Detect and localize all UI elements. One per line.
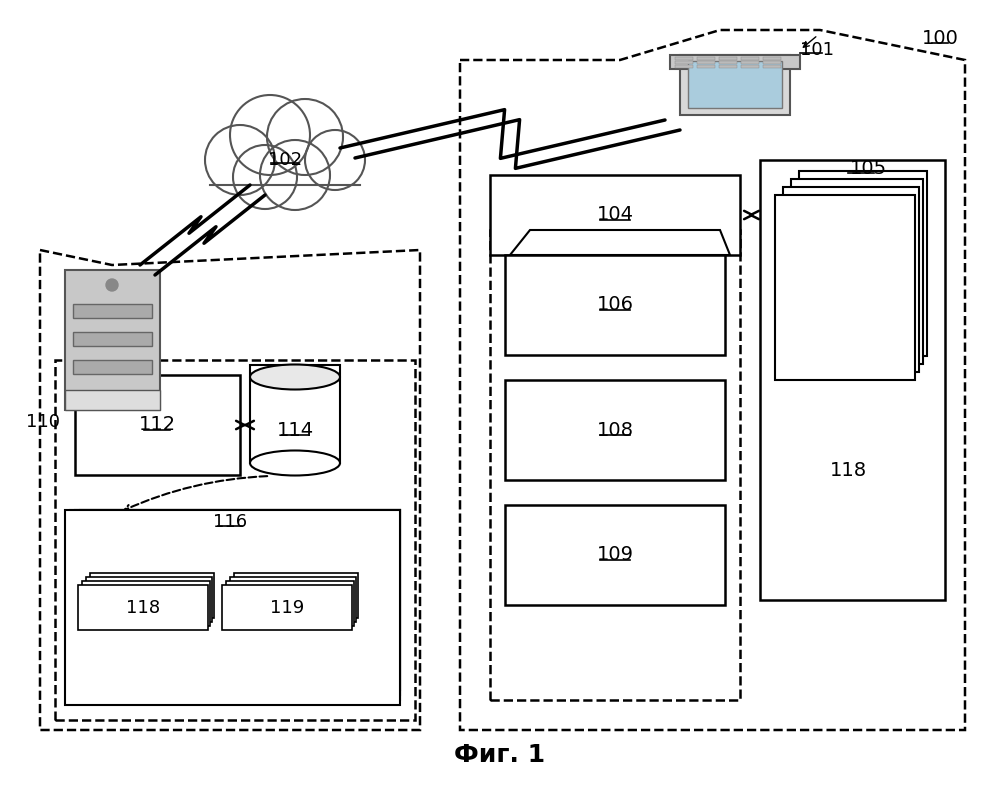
Bar <box>55 360 415 720</box>
Text: 104: 104 <box>596 205 633 225</box>
Bar <box>675 61 693 64</box>
Bar <box>490 175 740 255</box>
Circle shape <box>267 99 343 175</box>
FancyBboxPatch shape <box>670 55 800 69</box>
Circle shape <box>205 125 275 195</box>
Bar <box>760 160 945 600</box>
Polygon shape <box>510 230 730 255</box>
Ellipse shape <box>250 450 340 476</box>
Bar <box>250 365 340 463</box>
Bar <box>210 157 360 185</box>
Text: 106: 106 <box>596 296 633 314</box>
Bar <box>763 65 781 68</box>
Bar <box>78 585 208 630</box>
Bar <box>505 255 725 355</box>
Bar <box>791 179 923 364</box>
Bar <box>719 65 737 68</box>
Bar <box>763 61 781 64</box>
Bar <box>763 57 781 60</box>
Bar <box>775 195 915 380</box>
Circle shape <box>233 145 297 209</box>
Bar <box>73 332 152 346</box>
Bar <box>719 61 737 64</box>
Bar <box>73 304 152 318</box>
Text: 118: 118 <box>829 461 866 479</box>
Text: 100: 100 <box>921 28 958 47</box>
Bar <box>65 390 160 410</box>
Circle shape <box>106 279 118 291</box>
Bar <box>75 375 240 475</box>
Bar <box>226 581 354 626</box>
Bar <box>675 57 693 60</box>
Circle shape <box>260 140 330 210</box>
Bar <box>697 61 715 64</box>
Bar <box>75 510 400 695</box>
Bar <box>490 230 740 700</box>
Bar <box>688 61 782 108</box>
Bar <box>799 171 927 356</box>
Text: 101: 101 <box>800 41 834 59</box>
Bar <box>741 61 759 64</box>
Bar <box>741 65 759 68</box>
Bar <box>230 577 356 622</box>
Bar <box>234 573 358 618</box>
Bar <box>741 57 759 60</box>
Text: 112: 112 <box>139 416 176 435</box>
Circle shape <box>305 130 365 190</box>
Text: 114: 114 <box>277 421 314 439</box>
Text: 110: 110 <box>26 413 60 431</box>
Bar <box>73 360 152 374</box>
Text: 109: 109 <box>596 545 633 564</box>
FancyBboxPatch shape <box>680 55 790 115</box>
Text: 108: 108 <box>596 421 633 439</box>
Bar <box>783 187 919 372</box>
Text: 102: 102 <box>268 151 302 169</box>
Text: 105: 105 <box>850 159 887 178</box>
Bar <box>222 585 352 630</box>
Ellipse shape <box>250 365 340 390</box>
Bar <box>719 57 737 60</box>
Bar <box>80 510 400 690</box>
Bar <box>505 380 725 480</box>
Bar <box>675 65 693 68</box>
Text: 116: 116 <box>213 513 247 531</box>
Bar <box>86 577 212 622</box>
Bar <box>82 581 210 626</box>
Text: 119: 119 <box>270 599 304 617</box>
Text: Фиг. 1: Фиг. 1 <box>455 743 545 767</box>
Text: 118: 118 <box>126 599 160 617</box>
Bar <box>697 65 715 68</box>
Bar <box>505 505 725 605</box>
Bar <box>697 57 715 60</box>
Bar <box>90 573 214 618</box>
FancyBboxPatch shape <box>65 270 160 410</box>
Bar <box>65 510 400 705</box>
Circle shape <box>230 95 310 175</box>
Ellipse shape <box>210 115 360 195</box>
Bar <box>70 510 400 700</box>
